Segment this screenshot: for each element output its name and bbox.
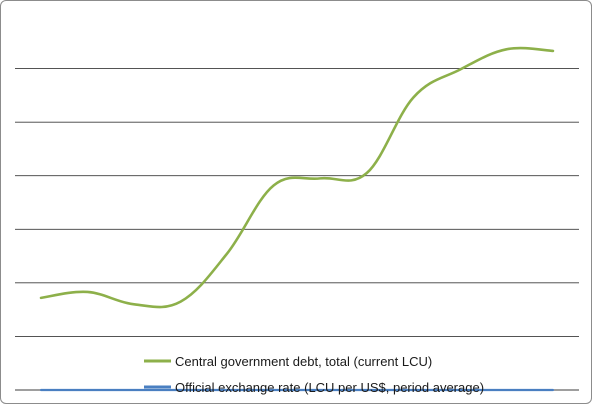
legend-label-series-1: Central government debt, total (current …: [175, 354, 432, 369]
legend: Central government debt, total (current …: [144, 354, 484, 395]
series-line-1: [39, 46, 555, 309]
legend-label-series-2: Official exchange rate (LCU per US$, per…: [175, 380, 484, 395]
gridlines: [15, 68, 579, 391]
series-layer: [39, 46, 555, 392]
